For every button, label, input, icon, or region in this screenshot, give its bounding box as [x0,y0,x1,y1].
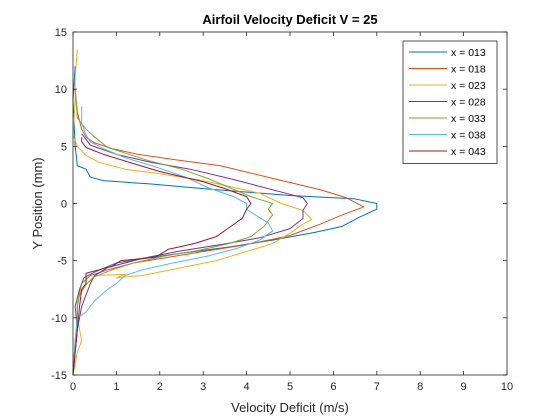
y-tick-label: -15 [51,370,67,382]
legend-box [402,40,498,164]
x-tick-label: 10 [501,381,513,393]
x-tick-label: 8 [417,381,423,393]
legend-label-2: x = 018 [451,64,486,76]
y-tick-label: 0 [61,199,67,211]
legend: x = 013 x = 018 x = 023 x = 028 x = 033 x = 0… [402,40,498,164]
legend-label-1: x = 013 [451,47,486,59]
y-tick-label: -5 [57,256,67,268]
y-tick-label: 10 [55,84,67,96]
x-tick-label: 6 [330,381,336,393]
legend-label-5: x = 033 [451,113,486,125]
legend-label-6: x = 038 [451,130,486,142]
y-tick-label: 5 [61,141,67,153]
series-line-2 [72,89,365,376]
legend-label-4: x = 028 [451,97,486,109]
legend-label-7: x = 043 [451,146,486,158]
axes-layer: 0 1 2 3 4 5 6 7 8 9 10 -15 -10 -5 0 5 10 15 [51,27,513,393]
y-tick-label: -10 [51,313,67,325]
x-tick-label: 0 [70,381,76,393]
series-line-7 [72,137,252,376]
series-line-4 [72,133,308,376]
series-line-6 [72,106,274,376]
legend-label-3: x = 023 [451,80,486,92]
chart-title: Airfoil Velocity Deficit V = 25 [202,12,377,27]
y-tick-label: 15 [55,27,67,39]
x-tick-label: 4 [244,381,250,393]
x-tick-label: 5 [287,381,293,393]
x-tick-label: 9 [461,381,467,393]
x-axis-title: Velocity Deficit (m/s) [231,400,349,415]
x-tick-label: 7 [374,381,380,393]
x-tick-label: 2 [157,381,163,393]
series-layer [72,49,378,376]
y-axis-title: Y Position (mm) [30,157,45,249]
x-tick-label: 1 [113,381,119,393]
x-tick-label: 3 [200,381,206,393]
